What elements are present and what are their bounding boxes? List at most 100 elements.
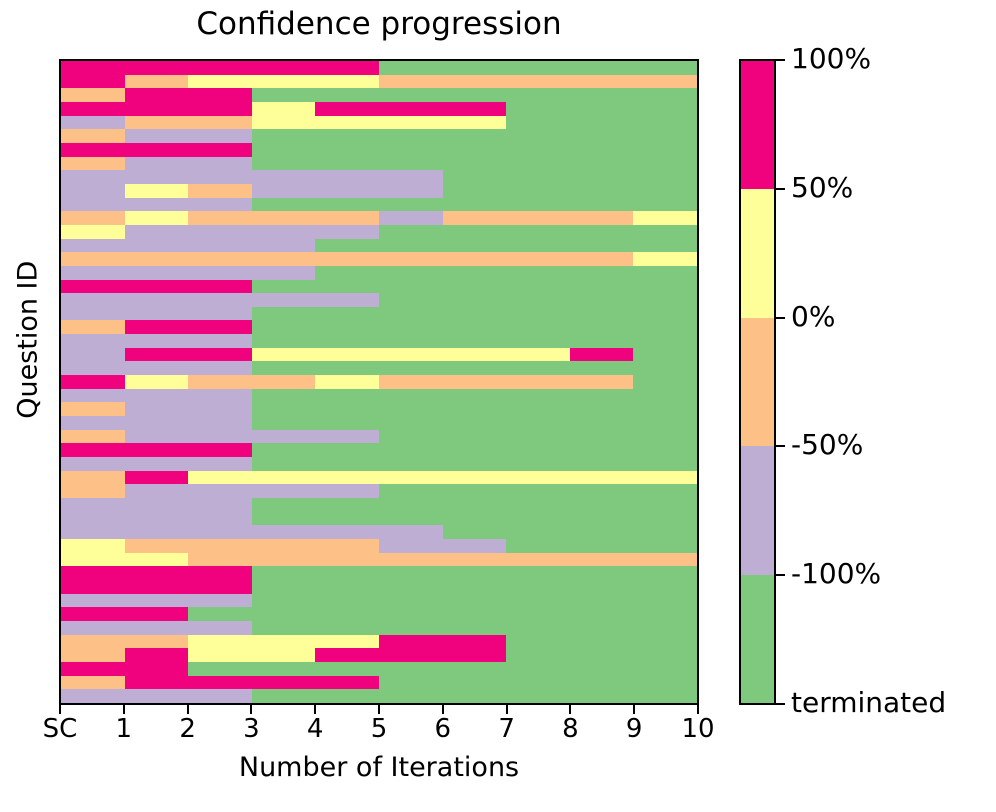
- heatmap-cell: [633, 347, 697, 362]
- heatmap-cell: [124, 306, 189, 321]
- heatmap-cell: [442, 252, 507, 266]
- heatmap-cell: [442, 538, 507, 553]
- heatmap-cell: [188, 689, 252, 703]
- heatmap-cell: [251, 375, 316, 389]
- heatmap-cell: [633, 538, 697, 553]
- heatmap-cell: [251, 156, 316, 171]
- heatmap-cell: [188, 142, 252, 157]
- heatmap-cell: [569, 238, 634, 253]
- heatmap-cell: [61, 334, 125, 348]
- heatmap-cell: [188, 620, 252, 635]
- heatmap-cell: [378, 620, 443, 635]
- heatmap-cell: [251, 579, 316, 594]
- heatmap-cell: [442, 511, 507, 526]
- heatmap-cell: [188, 498, 252, 512]
- heatmap-cell: [251, 525, 316, 539]
- heatmap-cell: [188, 279, 252, 294]
- colorbar-tick-label: 0%: [791, 299, 836, 333]
- heatmap-cell: [124, 252, 189, 266]
- heatmap-cell: [124, 648, 189, 662]
- heatmap-cell: [506, 334, 570, 348]
- heatmap-cell: [633, 429, 697, 444]
- heatmap-cell: [315, 484, 379, 498]
- heatmap-cell: [315, 552, 379, 567]
- heatmap-cell: [633, 252, 697, 266]
- x-tick-label: 6: [434, 714, 452, 744]
- x-tick-mark: [122, 705, 125, 714]
- heatmap-cell: [315, 648, 379, 662]
- heatmap-row: [61, 402, 697, 417]
- heatmap-cell: [61, 170, 125, 184]
- heatmap-cell: [315, 334, 379, 348]
- heatmap-cell: [251, 74, 316, 89]
- heatmap-cell: [506, 115, 570, 130]
- heatmap-cell: [506, 634, 570, 649]
- heatmap-cell: [315, 566, 379, 580]
- heatmap-cell: [315, 402, 379, 417]
- heatmap-cell: [124, 429, 189, 444]
- heatmap-cell: [633, 265, 697, 280]
- heatmap-cell: [315, 525, 379, 539]
- x-tick-label: 8: [562, 714, 579, 744]
- x-tick-mark: [314, 705, 317, 714]
- heatmap-cell: [633, 648, 697, 662]
- heatmap-cell: [251, 279, 316, 294]
- heatmap-cell: [378, 334, 443, 348]
- heatmap-cell: [506, 525, 570, 539]
- heatmap-cell: [442, 279, 507, 294]
- heatmap-cell: [633, 498, 697, 512]
- heatmap-cell: [506, 620, 570, 635]
- heatmap-cell: [506, 306, 570, 321]
- heatmap-cell: [61, 429, 125, 444]
- heatmap-cell: [251, 252, 316, 266]
- heatmap-cell: [251, 552, 316, 567]
- heatmap-cell: [188, 566, 252, 580]
- heatmap-cell: [442, 334, 507, 348]
- heatmap-cell: [633, 552, 697, 567]
- heatmap-row: [61, 484, 697, 498]
- heatmap-cell: [569, 115, 634, 130]
- heatmap-cell: [61, 293, 125, 307]
- heatmap-cell: [61, 347, 125, 362]
- heatmap-cell: [251, 648, 316, 662]
- heatmap-cell: [442, 88, 507, 102]
- heatmap-cell: [251, 457, 316, 471]
- heatmap-cell: [569, 579, 634, 594]
- heatmap-row: [61, 661, 697, 676]
- heatmap-cell: [315, 306, 379, 321]
- heatmap-cell: [569, 334, 634, 348]
- heatmap-cell: [633, 361, 697, 376]
- heatmap-row: [61, 593, 697, 608]
- heatmap-cell: [633, 689, 697, 703]
- heatmap-cell: [378, 416, 443, 430]
- heatmap-cell: [124, 238, 189, 253]
- heatmap-cell: [506, 293, 570, 307]
- heatmap-cell: [124, 607, 189, 621]
- heatmap-cell: [315, 61, 379, 75]
- heatmap-cell: [188, 375, 252, 389]
- heatmap-cell: [124, 593, 189, 608]
- heatmap-cell: [442, 265, 507, 280]
- heatmap-cell: [569, 538, 634, 553]
- heatmap-cell: [633, 74, 697, 89]
- heatmap-cell: [61, 648, 125, 662]
- heatmap-cell: [251, 675, 316, 690]
- heatmap-cell: [188, 607, 252, 621]
- heatmap-cell: [442, 593, 507, 608]
- heatmap-cell: [633, 334, 697, 348]
- heatmap-cell: [315, 170, 379, 184]
- heatmap-cell: [315, 593, 379, 608]
- heatmap-cell: [442, 470, 507, 485]
- x-tick-mark: [186, 705, 189, 714]
- heatmap-cell: [251, 538, 316, 553]
- heatmap-cell: [124, 88, 189, 102]
- heatmap-cell: [378, 689, 443, 703]
- heatmap-cell: [378, 183, 443, 198]
- colorbar-segment: [741, 189, 774, 318]
- heatmap-cell: [569, 101, 634, 116]
- heatmap-row: [61, 101, 697, 116]
- heatmap-cell: [569, 170, 634, 184]
- heatmap-cell: [569, 306, 634, 321]
- heatmap-cell: [251, 293, 316, 307]
- heatmap-cell: [633, 661, 697, 676]
